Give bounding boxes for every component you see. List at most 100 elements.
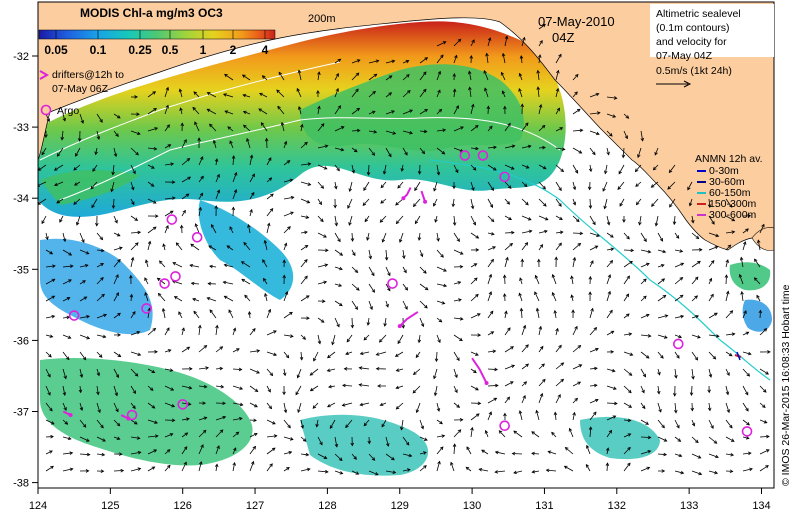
velocity-arrow [708,368,712,378]
velocity-arrowhead [629,352,634,356]
velocity-arrowhead [610,234,614,238]
velocity-arrowhead [375,59,380,63]
velocity-arrow [623,130,628,139]
velocity-arrowhead [317,105,321,110]
velocity-arrow [351,470,359,475]
velocity-arrowhead [153,449,158,453]
velocity-arrowhead [678,453,683,458]
velocity-arrow [79,436,90,442]
velocity-arrow [657,232,663,242]
velocity-arrowhead [356,128,361,133]
velocity-arrow [554,412,557,421]
velocity-arrow [708,278,712,285]
velocity-arrow [96,113,103,123]
velocity-arrow [572,398,578,404]
velocity-arrow [756,295,761,302]
velocity-arrow [589,399,599,404]
velocity-arrowhead [73,201,77,205]
velocity-arrowhead [216,445,220,449]
velocity-arrow [555,362,564,370]
velocity-arrow [419,88,427,98]
velocity-arrowhead [489,125,493,130]
velocity-arrow [334,232,341,242]
velocity-arrow [674,453,682,457]
velocity-arrow [277,106,285,115]
velocity-arrow [38,164,47,171]
velocity-arrowhead [81,239,85,244]
velocity-arrowhead [171,418,176,423]
velocity-arrowhead [254,388,259,393]
velocity-arrowhead [470,205,475,210]
velocity-arrow [181,446,188,455]
velocity-arrow [96,249,104,252]
velocity-arrowhead [559,127,564,131]
velocity-arrow [487,232,495,235]
velocity-arrow [164,465,171,472]
velocity-arrow [483,70,489,81]
velocity-arrow [368,470,379,476]
velocity-arrow [45,385,51,396]
velocity-arrowhead [522,36,526,41]
velocity-arrowhead [673,409,678,414]
velocity-arrowhead [558,187,562,192]
velocity-arrowhead [595,92,600,97]
velocity-arrowhead [434,219,438,223]
velocity-arrowhead [316,90,320,94]
velocity-arrowhead [605,462,610,467]
velocity-arrowhead [82,424,87,428]
velocity-arrow [470,263,477,268]
velocity-arrow [521,181,528,187]
velocity-arrowhead [452,73,457,77]
velocity-arrowhead [439,420,443,425]
velocity-arrowhead [355,88,359,93]
velocity-arrowhead [383,323,387,327]
velocity-arrow [96,263,104,268]
velocity-arrow [385,92,392,98]
velocity-arrow [56,198,64,204]
velocity-arrowhead [626,275,630,280]
x-tick-label: 131 [535,500,553,512]
velocity-arrowhead [642,373,647,378]
velocity-arrowhead [492,349,497,354]
velocity-arrowhead [278,71,282,76]
velocity-arrowhead [613,386,617,390]
velocity-arrow [79,368,83,378]
velocity-arrowhead [73,167,77,171]
velocity-arrowhead [367,440,372,445]
velocity-arrow [334,317,340,327]
velocity-arrow [198,176,204,183]
velocity-arrowhead [511,230,515,235]
velocity-arrow [537,87,540,98]
velocity-arrow [198,385,207,388]
drifter-position [423,199,428,204]
x-tick-label: 127 [246,500,264,512]
velocity-arrow [243,111,251,115]
velocity-arrow [538,104,542,115]
velocity-arrow [262,75,268,81]
velocity-arrowhead [336,167,340,172]
velocity-arrow [91,198,98,208]
velocity-arrowhead [381,423,385,428]
velocity-arrowhead [129,293,134,298]
velocity-arrowhead [66,297,71,301]
velocity-arrow [190,264,200,268]
velocity-arrowhead [289,178,294,183]
velocity-arrowhead [454,374,458,379]
velocity-arrow [572,74,579,81]
velocity-arrowhead [351,169,356,174]
velocity-arrowhead [185,193,190,197]
velocity-arrowhead [77,138,82,142]
velocity-arrowhead [438,108,443,113]
velocity-arrowhead [679,249,684,253]
velocity-arrow [589,367,598,370]
velocity-arrowhead [711,221,715,225]
velocity-arrow [96,385,99,395]
velocity-arrow [402,283,408,291]
velocity-arrow [54,164,64,171]
velocity-arrowhead [253,432,258,437]
velocity-arrowhead [371,152,376,156]
velocity-arrow [164,327,170,336]
velocity-arrowhead [326,368,331,373]
velocity-arrow [79,296,87,302]
velocity-arrow [725,385,729,395]
